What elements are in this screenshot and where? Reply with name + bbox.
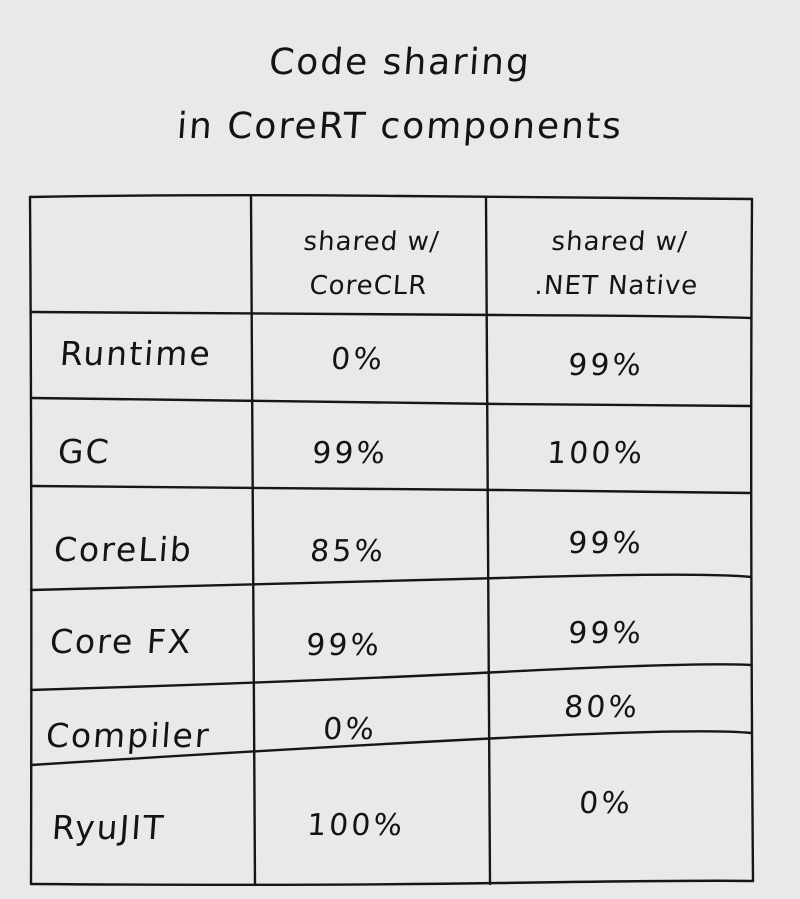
column-header-coreclr: shared w/ CoreCLR <box>247 220 493 308</box>
table-bottom-border <box>29 879 755 886</box>
row-separator-1 <box>29 310 752 320</box>
cell-corefx-coreclr: 99% <box>304 628 384 663</box>
column-separator-2 <box>484 195 492 886</box>
cell-ryujit-netnative: 0% <box>577 786 635 821</box>
table-right-border <box>750 197 755 883</box>
row-label-runtime: Runtime <box>58 334 214 373</box>
row-label-corelib: CoreLib <box>52 530 195 569</box>
cell-corefx-netnative: 99% <box>566 616 646 651</box>
row-separator-2 <box>29 396 753 408</box>
column-header-netnative-line2: .NET Native <box>533 271 700 301</box>
cell-corelib-netnative: 99% <box>566 526 646 561</box>
table-top-border <box>28 194 754 201</box>
cell-gc-netnative: 100% <box>545 436 647 471</box>
column-separator-1 <box>249 195 257 887</box>
column-header-netnative: shared w/ .NET Native <box>495 220 741 308</box>
row-label-gc: GC <box>56 432 112 471</box>
cell-runtime-netnative: 99% <box>566 348 646 383</box>
cell-ryujit-coreclr: 100% <box>305 808 407 843</box>
column-header-coreclr-line2: CoreCLR <box>308 271 429 301</box>
row-label-corefx: Core FX <box>48 622 194 661</box>
row-label-compiler: Compiler <box>44 716 212 755</box>
column-header-netnative-line1: shared w/ <box>550 227 689 257</box>
column-header-coreclr-line1: shared w/ <box>302 227 441 257</box>
row-separator-5 <box>29 663 753 692</box>
cell-runtime-coreclr: 0% <box>329 342 387 377</box>
row-label-ryujit: RyuJIT <box>50 808 167 847</box>
table-left-border <box>28 195 33 886</box>
row-separator-6 <box>29 730 753 767</box>
row-separator-4 <box>29 573 753 592</box>
cell-corelib-coreclr: 85% <box>308 534 388 569</box>
row-separator-3 <box>29 484 753 495</box>
cell-compiler-netnative: 80% <box>562 690 642 725</box>
cell-gc-coreclr: 99% <box>310 436 390 471</box>
cell-compiler-coreclr: 0% <box>321 712 379 747</box>
